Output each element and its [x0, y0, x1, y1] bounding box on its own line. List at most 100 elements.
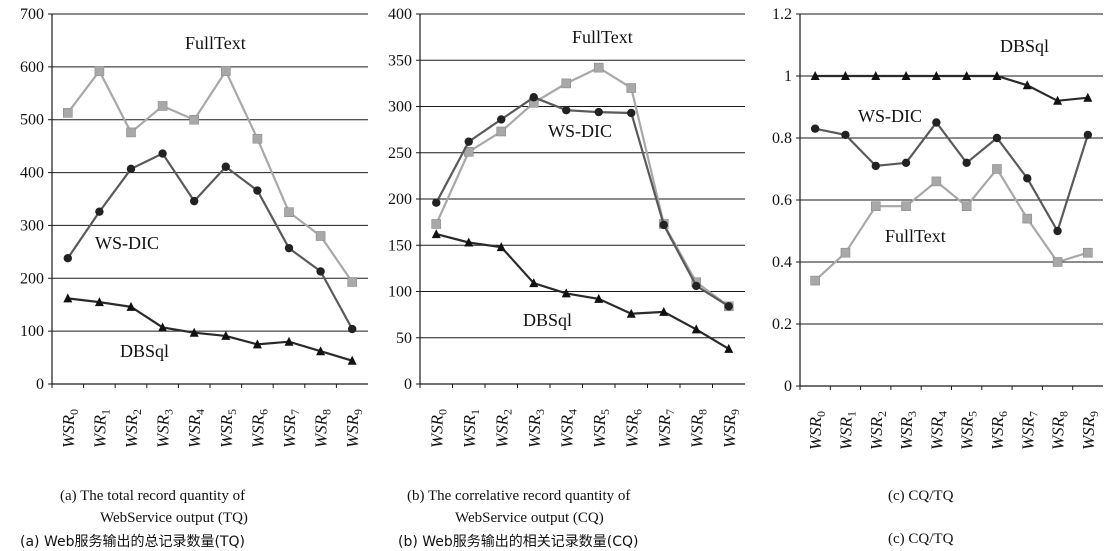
data-point-ws-dic: [1083, 130, 1093, 140]
data-point-dbsql: [931, 71, 941, 80]
data-point-fulltext: [284, 207, 294, 218]
chart-panel-1: 0 50 100 150 200 250 300 350 400 WSR0 WSR1 WSR2 WSR3…: [388, 6, 745, 448]
y-tick-label: 0: [36, 376, 44, 393]
chart-panel-2: 0 0.2 0.4 0.6 0.8 1 1.2 WSR0 WSR1 WSR2 WSR3 WSR4 WSR…: [772, 6, 1103, 450]
series-line-ws-dic: [814, 120, 1089, 234]
x-tick-label: WSR1: [836, 411, 858, 450]
series-line-fulltext: [814, 167, 1089, 282]
y-tick-label: 100: [20, 323, 44, 340]
data-point-fulltext: [347, 277, 358, 287]
x-tick-label: WSR8: [687, 409, 709, 448]
x-tick-label: WSR4: [557, 409, 579, 448]
caption-b-en-1: (b) The correlative record quantity of: [407, 488, 631, 504]
y-tick-label: 400: [20, 165, 44, 182]
data-point-fulltext: [870, 201, 881, 211]
x-tick-label: WSR9: [1079, 411, 1101, 450]
data-point-fulltext: [252, 133, 263, 144]
series-label-dbsql: DBSql: [523, 310, 572, 330]
series-line-dbsql: [436, 233, 730, 350]
data-point-fulltext: [1052, 257, 1063, 267]
x-tick-label: WSR0: [59, 409, 81, 448]
y-tick-label: 0.2: [772, 316, 792, 333]
data-point-dbsql: [626, 308, 636, 318]
series-label-ws-dic: WS-DIC: [858, 106, 922, 126]
data-point-ws-dic: [932, 118, 941, 127]
series-line-fulltext: [66, 68, 354, 283]
data-point-dbsql: [594, 293, 604, 303]
x-tick-label: WSR8: [1049, 411, 1071, 450]
y-tick-label: 0: [784, 378, 792, 395]
data-point-ws-dic: [432, 198, 441, 207]
data-point-fulltext: [496, 126, 507, 137]
series-label-ws-dic: WS-DIC: [548, 121, 612, 141]
data-point-dbsql: [94, 297, 104, 307]
data-point-ws-dic: [692, 281, 701, 291]
x-tick-label: WSR5: [217, 409, 239, 448]
data-point-ws-dic: [1053, 226, 1062, 236]
data-point-dbsql: [1053, 95, 1063, 105]
data-point-dbsql: [992, 71, 1002, 80]
data-point-ws-dic: [253, 186, 262, 195]
series-label-dbsql: DBSql: [1000, 36, 1049, 56]
data-point-ws-dic: [901, 158, 911, 167]
data-point-ws-dic: [63, 254, 72, 263]
data-point-fulltext: [221, 66, 231, 76]
data-point-dbsql: [431, 229, 441, 239]
data-point-ws-dic: [962, 158, 971, 167]
data-point-dbsql: [221, 330, 231, 340]
data-point-ws-dic: [529, 93, 538, 102]
x-tick-label: WSR6: [248, 409, 270, 448]
x-tick-label: WSR3: [897, 411, 919, 450]
caption-a-en-2: WebService output (TQ): [100, 510, 248, 526]
data-point-dbsql: [840, 71, 850, 80]
data-point-fulltext: [840, 247, 851, 258]
data-point-ws-dic: [810, 124, 820, 133]
data-point-dbsql: [316, 346, 326, 356]
data-point-ws-dic: [158, 149, 167, 158]
y-tick-label: 100: [388, 284, 412, 301]
data-point-ws-dic: [871, 161, 880, 171]
data-point-fulltext: [157, 101, 168, 111]
data-point-fulltext: [94, 66, 105, 76]
data-point-ws-dic: [464, 137, 473, 146]
data-point-ws-dic: [724, 302, 733, 311]
data-point-dbsql: [464, 237, 474, 247]
data-point-ws-dic: [841, 130, 850, 140]
y-tick-label: 0.8: [772, 130, 792, 147]
y-tick-label: 200: [20, 270, 44, 287]
data-point-fulltext: [810, 275, 820, 286]
y-tick-label: 250: [388, 145, 412, 162]
series-line-ws-dic: [66, 152, 354, 330]
x-tick-label: WSR6: [622, 409, 644, 448]
data-point-dbsql: [529, 278, 539, 288]
x-tick-label: WSR8: [312, 409, 334, 448]
series-line-dbsql: [67, 297, 353, 362]
data-point-dbsql: [496, 242, 506, 252]
data-point-dbsql: [691, 324, 701, 334]
caption-b-en-2: WebService output (CQ): [455, 510, 604, 526]
data-point-ws-dic: [659, 220, 668, 230]
data-point-ws-dic: [348, 324, 357, 334]
chart-panel-0: 0 100 200 300 400 500 600 700 WSR0 WSR1 WSR2 WSR3 WS…: [20, 6, 368, 448]
data-point-fulltext: [315, 231, 326, 241]
data-point-ws-dic: [1023, 174, 1032, 183]
x-tick-label: WSR4: [927, 411, 949, 450]
y-tick-label: 400: [388, 6, 412, 23]
series-line-ws-dic: [435, 96, 730, 308]
data-point-ws-dic: [221, 162, 230, 171]
x-tick-label: WSR2: [867, 411, 889, 450]
data-point-dbsql: [284, 336, 294, 346]
x-tick-label: WSR2: [492, 409, 514, 448]
data-point-ws-dic: [627, 108, 636, 118]
data-point-dbsql: [561, 288, 571, 298]
series-label-fulltext: FullText: [572, 27, 633, 47]
data-point-dbsql: [659, 306, 669, 316]
y-tick-label: 500: [20, 112, 44, 129]
data-point-dbsql: [871, 71, 881, 80]
x-tick-label: WSR7: [280, 409, 302, 448]
caption-c-en: (c) CQ/TQ: [888, 488, 954, 504]
data-point-dbsql: [810, 71, 820, 80]
y-tick-label: 150: [388, 237, 412, 254]
y-tick-label: 0.4: [772, 254, 792, 271]
caption-a-cn: (a) Web服务输出的总记录数量(TQ): [20, 534, 245, 550]
